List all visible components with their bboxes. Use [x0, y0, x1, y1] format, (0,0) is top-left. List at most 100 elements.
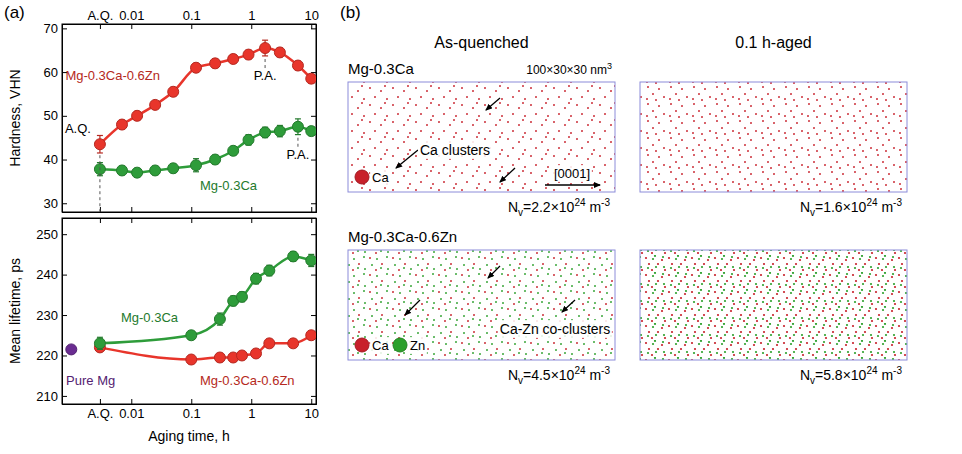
tick-mark: [62, 116, 67, 117]
arrow: [545, 184, 600, 185]
tick-label: 40: [44, 152, 58, 167]
figure: (a)(b)A.Q.0.010.11103040506070Hardness, …: [0, 0, 962, 454]
tick-mark: [191, 207, 192, 212]
arrow: [396, 150, 418, 168]
tick-mark: [100, 24, 101, 29]
density-part: ×10: [843, 199, 867, 215]
tick-mark: [100, 399, 101, 404]
data-point: [292, 60, 303, 71]
density-label: Nv=5.8×1024 m-3: [800, 365, 903, 386]
tick-label: 0.1: [183, 406, 201, 421]
row-title: Mg-0.3Ca: [348, 60, 415, 77]
data-point: [186, 330, 197, 341]
tick: [311, 355, 316, 356]
data-point: [66, 344, 77, 355]
arrow: [500, 168, 515, 182]
axis: [311, 25, 317, 213]
density-part: 5.8: [823, 367, 843, 383]
tick: [311, 160, 316, 161]
error-bar-cap: [193, 171, 199, 172]
tick-label: 30: [44, 196, 58, 211]
data-point: [210, 58, 221, 69]
data-point: [191, 62, 202, 73]
data-point: [186, 354, 197, 365]
tick: [311, 234, 316, 235]
text-patch: [370, 169, 391, 186]
tick: 250: [36, 227, 67, 242]
tick: 0.01: [119, 399, 144, 421]
data-point: [292, 121, 303, 132]
element-marker: [355, 170, 369, 184]
density-part: ×10: [551, 367, 575, 383]
tick-mark: [62, 160, 67, 161]
data-point: [306, 126, 316, 137]
tick-mark: [191, 399, 192, 404]
data-point: [306, 73, 316, 84]
data-point: [288, 251, 299, 262]
density-part: =: [815, 199, 823, 215]
tick-mark: [311, 399, 312, 404]
data-point: [228, 53, 239, 64]
box-size-text: 100×30×30 nm: [526, 63, 607, 77]
density-part: m: [586, 367, 602, 383]
panel-label: (a): [4, 3, 25, 22]
tick: [311, 207, 312, 212]
series-label: Mg-0.3Ca-0.6Zn: [65, 68, 160, 83]
error-bar-cap: [295, 118, 301, 119]
element-marker: [393, 338, 407, 352]
data-point: [150, 165, 161, 176]
tick-mark: [311, 355, 316, 356]
density-part: 24: [574, 365, 586, 376]
tick-mark: [251, 218, 252, 223]
tick: [311, 315, 316, 316]
tick-mark: [62, 315, 67, 316]
tick-mark: [131, 207, 132, 212]
annotation: P.A.: [286, 147, 309, 162]
tick: [311, 203, 316, 204]
text-patch: [370, 337, 391, 354]
tick-mark: [131, 218, 132, 223]
tick: 210: [36, 389, 67, 404]
series-line: [100, 256, 311, 343]
tick-label: 1: [248, 8, 255, 23]
series-label: Mg-0.3Ca: [121, 310, 179, 325]
tick-label: 10: [305, 8, 319, 23]
axis-line: [63, 25, 68, 213]
data-point: [288, 338, 299, 349]
tick-label: 70: [44, 21, 58, 36]
arrow: [405, 300, 420, 315]
column-title: As-quenched: [434, 34, 528, 51]
tick-label: A.Q.: [87, 406, 113, 421]
annotation: A.Q.: [65, 121, 91, 136]
data-point: [191, 160, 202, 171]
tick: [251, 207, 252, 212]
axis: [63, 207, 317, 213]
tick: 240: [36, 267, 67, 282]
axis: [311, 219, 317, 405]
tick: [131, 207, 132, 212]
tick: 70: [44, 21, 67, 36]
element-label: Ca: [372, 338, 389, 353]
data-point: [150, 99, 161, 110]
series-label: Mg-0.3Ca: [200, 178, 258, 193]
tick-label: A.Q.: [87, 8, 113, 23]
error-bar-cap: [193, 158, 199, 159]
axis-line: [63, 207, 317, 213]
tick-label: 60: [44, 65, 58, 80]
density-part: 2.2: [531, 199, 551, 215]
error-bar-cap: [97, 152, 103, 153]
tick-label: 240: [36, 267, 58, 282]
axis: 210220230240250: [36, 219, 67, 405]
text-patch: [408, 337, 427, 354]
density-part: m: [878, 367, 894, 383]
density-part: m: [586, 199, 602, 215]
data-point: [306, 255, 316, 266]
tick-mark: [251, 399, 252, 404]
annotation: P.A.: [254, 68, 277, 83]
tick: [191, 218, 192, 223]
tick: A.Q.: [87, 399, 113, 421]
data-point: [260, 43, 271, 54]
plot-frame: [62, 218, 316, 404]
tick-label: 50: [44, 108, 58, 123]
tick-mark: [311, 203, 316, 204]
